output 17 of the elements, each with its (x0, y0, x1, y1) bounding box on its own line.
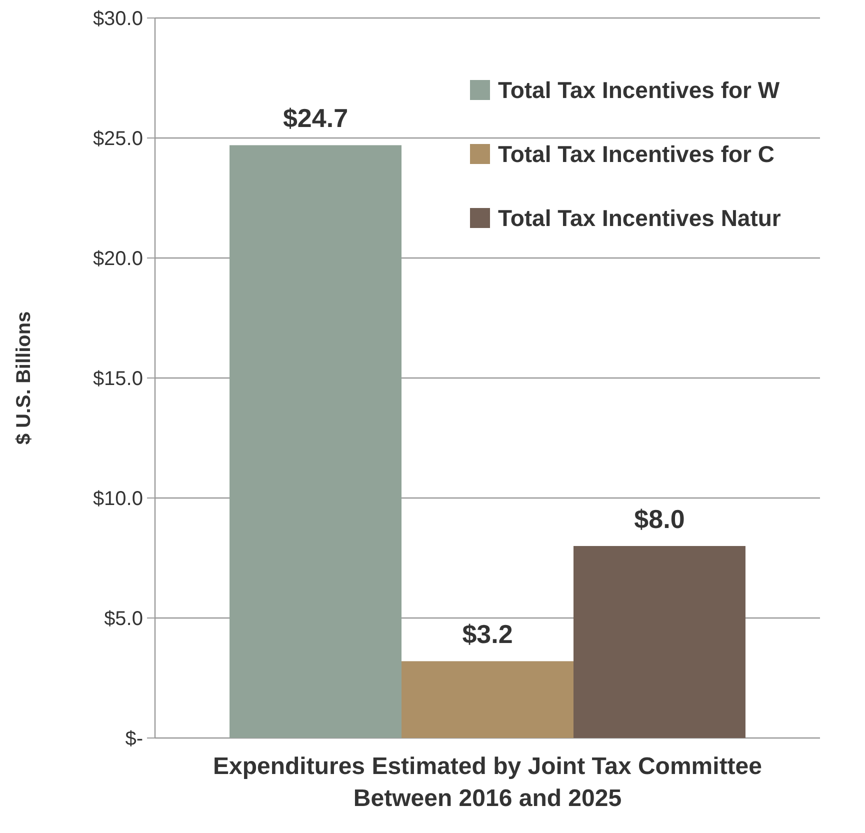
data-label: $24.7 (282, 103, 348, 134)
x-tick-label: Expenditures Estimated by Joint Tax Committee Between 2016 and 2025 (212, 753, 762, 812)
bar (573, 546, 746, 738)
legend-label: Total Tax Incentives for W (498, 77, 780, 104)
legend-label: Total Tax Incentives for C (498, 141, 774, 168)
data-label: $8.0 (634, 504, 685, 534)
legend-label: Total Tax Incentives Natur (498, 205, 781, 232)
y-tick-label: $- (125, 728, 143, 750)
y-tick-label: $20.0 (92, 248, 143, 270)
y-tick-label: $15.0 (92, 368, 143, 390)
bar (402, 661, 574, 738)
data-label: $3.2 (462, 619, 513, 650)
y-axis-title: $ U.S. Billions (13, 311, 35, 445)
y-tick-label: $10.0 (92, 488, 143, 510)
y-tick-label: $5.0 (104, 608, 143, 630)
y-tick-label: $25.0 (92, 128, 143, 150)
y-tick-label: $30.0 (92, 8, 143, 30)
